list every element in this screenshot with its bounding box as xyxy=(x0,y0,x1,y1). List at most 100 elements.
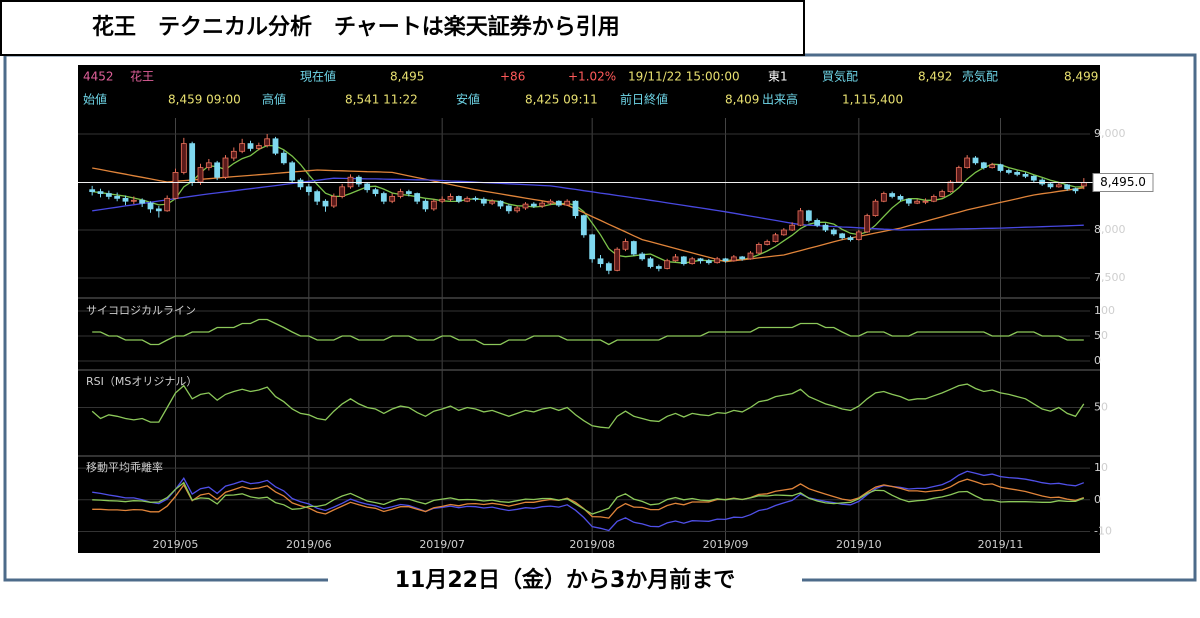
stock-code: 4452 xyxy=(83,70,114,84)
x-tick-label: 2019/11 xyxy=(978,538,1024,551)
candle-body xyxy=(89,189,96,193)
candle-body xyxy=(914,200,921,204)
candle-body xyxy=(789,224,796,231)
y-tick-label: 8,000 xyxy=(1094,223,1126,236)
field-label: 安値 xyxy=(456,92,480,107)
candle-body xyxy=(580,215,587,236)
candle-body xyxy=(172,172,179,199)
candle-body xyxy=(272,138,279,154)
candle-body xyxy=(522,203,529,209)
candle-body xyxy=(747,252,754,260)
candle-body xyxy=(739,256,746,260)
candle-body xyxy=(905,198,912,204)
candle-body xyxy=(455,196,462,202)
candle-body xyxy=(289,162,296,181)
field-value: 東1 xyxy=(768,70,788,84)
candle-body xyxy=(122,197,129,202)
candle-body xyxy=(930,196,937,202)
series-line xyxy=(92,481,1085,515)
caption: 11月22日（金）から3か月前まで xyxy=(395,567,736,593)
candle-body xyxy=(280,152,287,164)
x-tick-label: 2019/06 xyxy=(286,538,332,551)
field-value: 8,409 xyxy=(725,93,759,107)
series-line xyxy=(92,318,1084,346)
candle-body xyxy=(855,231,862,241)
candle-body xyxy=(939,191,946,197)
candle-body xyxy=(572,200,579,217)
field-label: 始値 xyxy=(83,92,107,107)
candle-body xyxy=(155,208,162,212)
candle-body xyxy=(639,253,646,260)
candle-body xyxy=(764,241,771,245)
candle-body xyxy=(955,167,962,183)
plot: 2019/05 2019/06 2019/07 2019/08 2019/09 2019/… xyxy=(78,118,1154,553)
field-value: 8,492 xyxy=(918,70,952,84)
candle-body xyxy=(989,164,996,169)
caption-background xyxy=(328,565,802,597)
candle-body xyxy=(1072,188,1079,192)
candle-body xyxy=(947,181,954,193)
candle-body xyxy=(255,145,262,149)
y-tick-label: 7,500 xyxy=(1094,271,1126,284)
price-label-box xyxy=(1092,173,1154,193)
candle-body xyxy=(205,162,212,169)
candle-body xyxy=(464,197,471,202)
candle-body xyxy=(805,210,812,221)
candle-body xyxy=(714,258,721,264)
series-line xyxy=(92,177,1084,231)
field-label: 買気配 xyxy=(822,69,858,84)
candle-body xyxy=(630,241,637,255)
candle-body xyxy=(697,258,704,262)
candle-body xyxy=(397,191,404,197)
candle-body xyxy=(1022,173,1029,177)
candle-body xyxy=(872,200,879,217)
y-tick-label: -10 xyxy=(1094,524,1112,537)
x-tick-label: 2019/05 xyxy=(153,538,199,551)
title-box xyxy=(0,0,805,56)
y-tick-label: 9,000 xyxy=(1094,127,1126,140)
candle-body xyxy=(180,143,187,173)
candle-body xyxy=(447,196,454,200)
candle-body xyxy=(514,207,521,212)
candle-body xyxy=(814,220,821,226)
candle-body xyxy=(755,244,762,254)
candle-body xyxy=(472,197,479,200)
field-label: 売気配 xyxy=(962,69,998,84)
candle-body xyxy=(889,193,896,197)
candle-body xyxy=(97,191,104,194)
x-tick-label: 2019/09 xyxy=(703,538,749,551)
candle-body xyxy=(364,183,371,191)
candle-body xyxy=(114,196,121,199)
candle-body xyxy=(922,200,929,203)
candle-body xyxy=(372,189,379,194)
candle-body xyxy=(597,258,604,265)
chart-background xyxy=(78,65,1100,553)
candle-body xyxy=(1064,184,1071,190)
candle-body xyxy=(539,202,546,207)
field-label: 高値 xyxy=(262,92,286,107)
candle-body xyxy=(239,143,246,152)
field-label: 前日終値 xyxy=(620,92,668,107)
candle-body xyxy=(247,143,254,149)
candle-body xyxy=(830,229,837,235)
candle-body xyxy=(264,138,271,146)
candle-body xyxy=(164,197,171,212)
y-tick-label: 50 xyxy=(1094,401,1108,414)
series-line xyxy=(91,383,1085,429)
candle-body xyxy=(1047,183,1054,188)
candle-body xyxy=(680,256,687,265)
candle-body xyxy=(705,260,712,264)
candle-body xyxy=(355,176,362,185)
candle-body xyxy=(589,234,596,260)
candle-body xyxy=(1080,182,1087,187)
candle-body xyxy=(847,237,854,241)
candle-body xyxy=(672,256,679,262)
candle-body xyxy=(980,162,987,169)
candle-body xyxy=(314,191,321,202)
field-value: 1,115,400 xyxy=(842,93,903,107)
x-tick-label: 2019/07 xyxy=(419,538,465,551)
y-tick-label: 100 xyxy=(1094,304,1115,317)
candle-body xyxy=(655,266,662,269)
candle-body xyxy=(130,199,137,202)
candle-body xyxy=(489,200,496,204)
